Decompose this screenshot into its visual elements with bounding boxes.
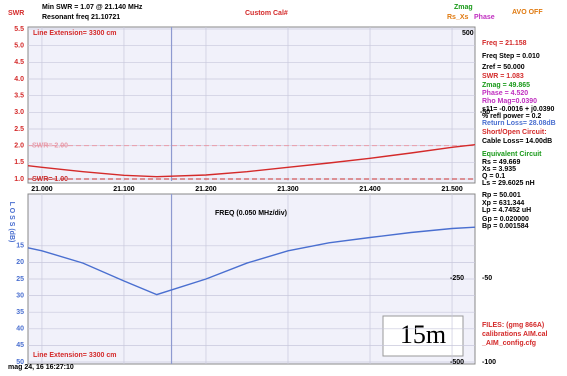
y-tick-label: 5.0: [14, 43, 24, 50]
x-axis-label: FREQ (0.050 MHz/div): [215, 210, 287, 217]
y-tick-label: 4.0: [14, 76, 24, 83]
y-tick-label: 2.5: [14, 126, 24, 133]
readout: Ls = 29.6025 nH: [482, 180, 535, 187]
right-axis-label: -50: [482, 275, 492, 282]
x-tick-label: 21.200: [195, 186, 217, 193]
right-axis-label: -50: [480, 109, 490, 116]
custom-cal: Custom Cal#: [245, 10, 288, 17]
y-tick-label: 2.0: [14, 143, 24, 150]
readout: Short/Open Circuit:: [482, 129, 547, 136]
readout: SWR = 1.083: [482, 73, 524, 80]
zmag-legend: Zmag: [454, 4, 473, 11]
right-axis-label: -500: [450, 359, 464, 366]
right-axis-label: 500: [462, 30, 474, 37]
min-swr: Min SWR = 1.07 @ 21.140 MHz: [42, 4, 143, 11]
y-tick-label: 3.0: [14, 109, 24, 116]
top-plot-area: [27, 26, 476, 184]
file-info: _AIM_config.cfg: [481, 340, 536, 347]
y-axis-label: SWR: [8, 10, 24, 17]
y-tick-label: 1.5: [14, 159, 24, 166]
readout: Lp = 4.7452 uH: [482, 207, 531, 214]
right-axis-label: -250: [450, 275, 464, 282]
y-tick-label: 3.5: [14, 93, 24, 100]
file-info: calibrations AIM.cal: [482, 331, 548, 338]
readout: Rs = 49.669: [482, 159, 520, 166]
y-tick-label: 25: [16, 276, 24, 283]
readout: Cable Loss= 14.00dB: [482, 138, 552, 145]
band-label: 15m: [400, 320, 446, 349]
data-line: [27, 144, 476, 178]
readout: Equivalent Circuit: [482, 151, 542, 158]
y-tick-label: 20: [16, 259, 24, 266]
x-tick-label: 21.000: [31, 186, 53, 193]
y-tick-label: 30: [16, 292, 24, 299]
readout: Q = 0.1: [482, 173, 505, 180]
y-tick-label: 50: [16, 359, 24, 366]
readout: Gp = 0.020000: [482, 216, 529, 223]
phase-legend: Phase: [474, 14, 495, 21]
readout: Bp = 0.001584: [482, 223, 529, 230]
ref-line-label: SWR= 1.00: [32, 176, 68, 183]
band-box: [382, 315, 464, 357]
avo-status: AVO OFF: [512, 9, 543, 16]
readout: Freq = 21.158: [482, 40, 527, 47]
y-tick-label: 5.5: [14, 26, 24, 33]
readout: Phase = 4.520: [482, 90, 528, 97]
readout: Rho Mag=0.0390: [482, 98, 537, 105]
annotation: Line Extension= 3300 cm: [33, 30, 116, 37]
readout: Xs = 3.935: [482, 166, 516, 173]
readout: Zref = 50.000: [482, 64, 525, 71]
y-tick-label: 15: [16, 243, 24, 250]
y-tick-label: 40: [16, 326, 24, 333]
ref-line-label: SWR= 2.00: [32, 143, 68, 150]
annotation: Line Extension= 3300 cm: [33, 352, 116, 359]
y-tick-label: 4.5: [14, 59, 24, 66]
rsxs-legend: Rs_Xs: [447, 14, 469, 21]
readout: Xp = 631.344: [482, 200, 524, 207]
y-tick-label: 45: [16, 342, 24, 349]
y-axis-label: L O S S (dB): [8, 202, 15, 243]
readout: s11= -0.0016 + j0.0390: [482, 106, 555, 113]
file-info: FILES: (gmg 866A): [482, 322, 544, 329]
readout: Rp = 50.001: [482, 192, 521, 199]
readout: Zmag = 49.865: [482, 82, 530, 89]
x-tick-label: 21.300: [277, 186, 299, 193]
readout: Freq Step = 0.010: [482, 53, 540, 60]
x-tick-label: 21.400: [359, 186, 381, 193]
resonant-freq: Resonant freq 21.10721: [42, 14, 120, 21]
x-tick-label: 21.500: [441, 186, 463, 193]
timestamp: mag 24, 16 16:27:10: [8, 364, 74, 371]
readout: % refl power = 0.2: [482, 113, 541, 120]
y-tick-label: 35: [16, 309, 24, 316]
right-axis-label: -100: [482, 359, 496, 366]
x-tick-label: 21.100: [113, 186, 135, 193]
data-line: [27, 226, 476, 296]
readout: Return Loss= 28.08dB: [482, 120, 556, 127]
y-tick-label: 1.0: [14, 176, 24, 183]
